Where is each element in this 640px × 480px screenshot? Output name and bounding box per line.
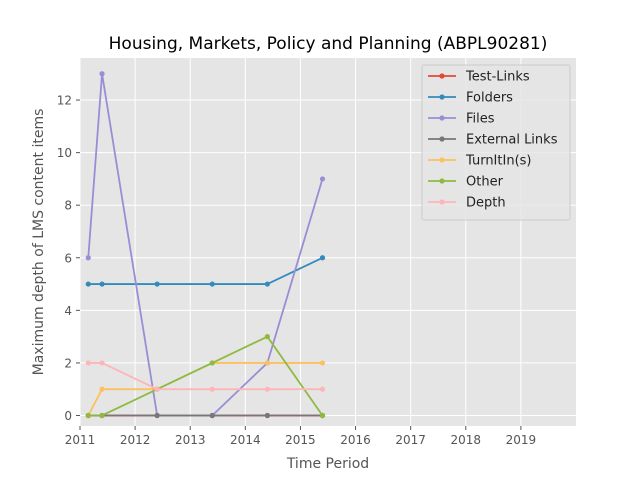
data-point [85,255,91,261]
x-tick-label: 2014 [230,433,261,447]
data-point [209,360,215,366]
series-layer [85,71,326,419]
legend-label: Files [466,112,495,127]
legend-item: TurnItIn(s) [428,154,531,169]
y-tick-label: 2 [64,356,72,370]
data-point [319,176,326,182]
x-tick-label: 2013 [175,433,206,447]
legend-swatch-marker [439,178,445,184]
legend-label: External Links [466,133,558,148]
data-point [264,334,270,340]
data-point [85,281,91,287]
legend-swatch-marker [439,157,445,163]
data-point [154,412,160,419]
series-1 [85,255,326,287]
legend-item: Test-Links [428,70,530,85]
data-point [319,255,326,261]
x-tick-label: 2019 [506,433,537,447]
data-point [154,281,160,287]
data-point [264,360,270,366]
series-5 [85,334,326,419]
legend-item: Folders [428,91,513,106]
x-axis-label: Time Period [286,456,369,472]
y-tick-label: 6 [64,251,72,265]
legend-label: Other [466,175,504,190]
legend-label: TurnItIn(s) [465,154,531,169]
legend: Test-Links Folders Files External Links Turn… [421,64,571,221]
legend-item: External Links [428,133,558,148]
legend-swatch-marker [439,136,445,142]
y-axis: 0 2 4 6 8 10 12 [57,94,80,423]
data-point [264,412,270,419]
legend-box [421,64,571,221]
legend-item: Depth [428,196,506,211]
data-point [319,386,326,392]
legend-item: Files [428,112,495,127]
legend-label: Folders [466,91,513,106]
data-point [264,386,270,392]
data-point [319,360,326,366]
legend-label: Depth [466,196,506,211]
data-point [85,360,91,366]
y-tick-label: 12 [57,94,72,108]
legend-swatch-marker [439,94,445,100]
data-point [99,412,105,419]
x-tick-label: 2015 [285,433,316,447]
data-point [154,386,160,392]
data-point [99,71,105,77]
data-point [209,281,215,287]
data-point [99,281,105,287]
x-tick-label: 2012 [120,433,151,447]
data-point [264,281,270,287]
series-6 [85,360,326,392]
x-tick-label: 2017 [395,433,426,447]
legend-swatch-marker [439,115,445,121]
data-point [209,386,215,392]
legend-swatch-marker [439,199,445,205]
legend-item: Other [428,175,504,190]
y-tick-label: 8 [64,199,72,213]
data-point [209,412,215,419]
y-axis-label: Maximum depth of LMS content items [31,109,47,376]
x-axis: 2011 2012 2013 2014 2015 2016 2017 2018 2019 [65,426,536,447]
y-tick-label: 10 [57,146,72,160]
legend-label: Test-Links [465,70,530,85]
chart-title: Housing, Markets, Policy and Planning (A… [109,34,548,54]
x-tick-label: 2011 [65,433,96,447]
y-tick-label: 0 [64,409,72,423]
y-tick-label: 4 [64,304,72,318]
legend-swatch-marker [439,73,445,79]
data-point [99,360,105,366]
data-point [99,386,105,392]
x-tick-label: 2016 [340,433,371,447]
data-point [319,412,326,419]
data-point [85,412,91,419]
x-tick-label: 2018 [451,433,482,447]
